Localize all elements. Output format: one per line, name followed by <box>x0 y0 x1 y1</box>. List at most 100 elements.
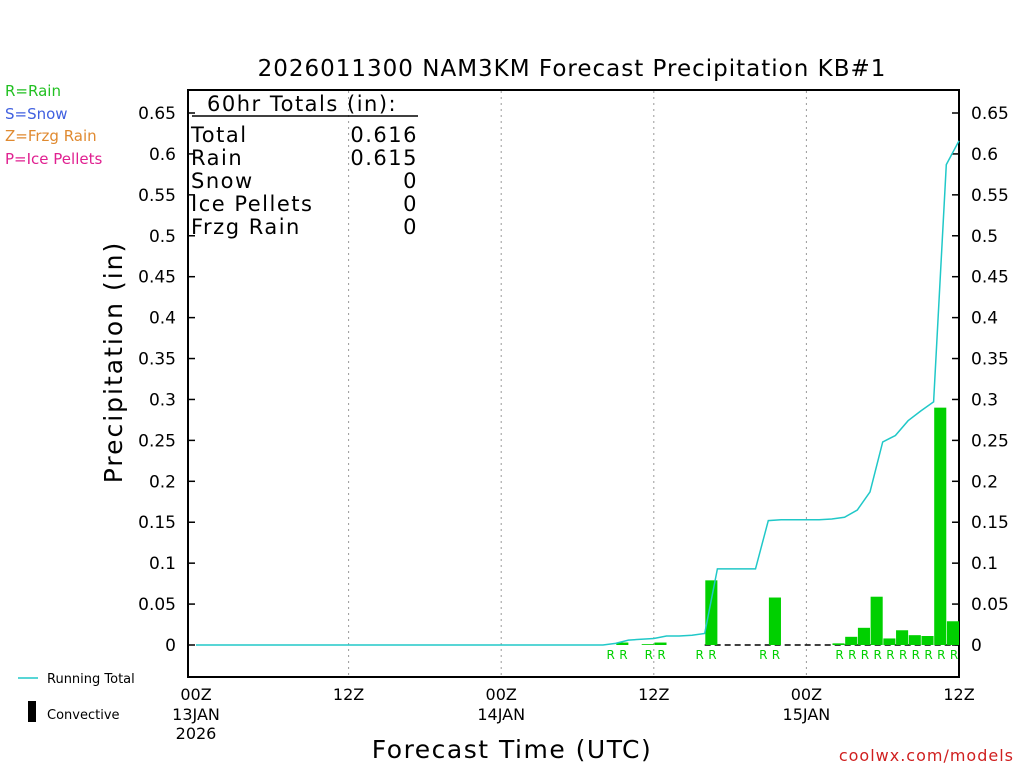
y-axis-left: 0 0.05 0.1 0.15 0.2 0.25 0.3 0.35 0.4 0.45 0.5 0.55… <box>138 104 195 656</box>
precip-type-marker-11: R <box>874 648 882 662</box>
y-tick-label-left-5: 0.25 <box>138 431 176 451</box>
y-tick-label-right-5: 0.25 <box>971 431 1009 451</box>
totals-label-frzg-rain: Frzg Rain <box>191 215 301 239</box>
precip-bar-14 <box>946 621 959 645</box>
precip-type-legend: R=Rain S=Snow Z=Frzg Rain P=Ice Pellets <box>5 82 102 168</box>
y-tick-label-right-6: 0.3 <box>971 390 998 410</box>
y-tick-label-right-13: 0.65 <box>971 104 1009 124</box>
precip-bar-9 <box>883 638 896 645</box>
watermark: coolwx.com/models <box>839 746 1014 765</box>
precip-type-marker-0: R <box>606 648 614 662</box>
y-tick-label-right-11: 0.55 <box>971 186 1009 206</box>
x-tick-label-5: 12Z <box>943 685 974 704</box>
y-tick-label-left-3: 0.15 <box>138 513 176 533</box>
x-axis-title: Forecast Time (UTC) <box>372 735 652 764</box>
totals-heading: 60hr Totals (in): <box>207 92 397 116</box>
running-total-line <box>196 140 960 646</box>
precip-bar-2 <box>654 642 667 645</box>
y-tick-label-left-12: 0.6 <box>149 145 176 165</box>
totals-value-snow: 0 <box>403 169 418 193</box>
precip-bar-11 <box>908 635 921 645</box>
y-tick-label-right-2: 0.1 <box>971 554 998 574</box>
totals-label-total: Total <box>190 123 248 147</box>
chart-title: 2026011300 NAM3KM Forecast Precipitation… <box>258 56 887 82</box>
y-axis-title: Precipitation (in) <box>99 241 128 484</box>
series-legend: Running Total Convective <box>18 672 135 723</box>
precip-type-marker-4: R <box>695 648 703 662</box>
precip-bar-3 <box>705 580 718 645</box>
x-tick-label-2: 00Z <box>486 685 517 704</box>
x-tick-label-1: 12Z <box>333 685 364 704</box>
y-tick-label-left-1: 0.05 <box>138 595 176 615</box>
totals-value-frzg-rain: 0 <box>403 215 418 239</box>
y-axis-right: 0 0.05 0.1 0.15 0.2 0.25 0.3 0.35 0.4 0.45 0.5 0.55… <box>952 104 1009 656</box>
precip-type-marker-12: R <box>886 648 894 662</box>
vertical-gridlines <box>348 91 807 676</box>
y-tick-label-right-3: 0.15 <box>971 513 1009 533</box>
precip-bar-0 <box>616 642 629 645</box>
precip-type-marker-9: R <box>848 648 856 662</box>
totals-label-ice-pellets: Ice Pellets <box>191 192 313 216</box>
precip-bar-5 <box>832 643 845 645</box>
y-tick-label-right-8: 0.4 <box>971 309 998 329</box>
legend-frzg-rain: Z=Frzg Rain <box>5 127 97 145</box>
y-tick-label-left-2: 0.1 <box>149 554 176 574</box>
y-tick-label-left-8: 0.4 <box>149 309 176 329</box>
legend-snow: S=Snow <box>5 105 68 123</box>
y-tick-label-right-7: 0.35 <box>971 350 1009 370</box>
legend-rain: R=Rain <box>5 82 61 100</box>
hourly-precip-bars <box>616 407 959 645</box>
totals-label-snow: Snow <box>191 169 254 193</box>
precip-type-marker-15: R <box>924 648 932 662</box>
precip-type-marker-6: R <box>759 648 767 662</box>
precip-bar-8 <box>870 596 883 645</box>
precip-type-marker-16: R <box>937 648 945 662</box>
y-tick-label-right-10: 0.5 <box>971 227 998 247</box>
convective-legend-swatch <box>28 701 36 722</box>
y-tick-label-left-9: 0.45 <box>138 268 176 288</box>
y-tick-label-left-0: 0 <box>165 636 176 656</box>
precip-bar-12 <box>921 635 934 645</box>
precip-type-marker-1: R <box>619 648 627 662</box>
precip-type-marker-14: R <box>912 648 920 662</box>
legend-ice-pellets: P=Ice Pellets <box>5 150 102 168</box>
precip-bar-6 <box>845 636 858 645</box>
x-tick-year-0: 2026 <box>176 724 217 743</box>
running-total-legend-label: Running Total <box>47 672 135 687</box>
precip-bar-4 <box>768 597 781 645</box>
precip-type-marker-3: R <box>657 648 665 662</box>
y-tick-label-right-1: 0.05 <box>971 595 1009 615</box>
totals-value-ice-pellets: 0 <box>403 192 418 216</box>
precip-type-marker-2: R <box>645 648 653 662</box>
precip-bar-13 <box>934 407 947 645</box>
precip-bar-1 <box>641 644 654 645</box>
y-tick-label-left-10: 0.5 <box>149 227 176 247</box>
y-tick-label-left-7: 0.35 <box>138 350 176 370</box>
totals-value-total: 0.616 <box>350 123 418 147</box>
precip-bar-10 <box>896 630 909 645</box>
x-tick-label-0: 00Z <box>180 685 211 704</box>
precip-type-marker-13: R <box>899 648 907 662</box>
x-tick-label-4: 00Z <box>791 685 822 704</box>
x-tick-date-4: 15JAN <box>783 705 831 724</box>
x-tick-date-0: 13JAN <box>172 705 220 724</box>
y-tick-label-left-11: 0.55 <box>138 186 176 206</box>
totals-value-rain: 0.615 <box>350 146 418 170</box>
precip-type-marker-5: R <box>708 648 716 662</box>
x-tick-label-3: 12Z <box>638 685 669 704</box>
y-tick-label-right-4: 0.2 <box>971 472 998 492</box>
precip-type-marker-10: R <box>861 648 869 662</box>
y-tick-label-right-12: 0.6 <box>971 145 998 165</box>
y-tick-label-right-9: 0.45 <box>971 268 1009 288</box>
y-tick-label-left-4: 0.2 <box>149 472 176 492</box>
precip-type-marker-17: R <box>950 648 958 662</box>
precip-type-marker-8: R <box>835 648 843 662</box>
y-tick-label-left-13: 0.65 <box>138 104 176 124</box>
y-tick-label-right-0: 0 <box>971 636 982 656</box>
precip-type-marker-7: R <box>772 648 780 662</box>
totals-label-rain: Rain <box>191 146 243 170</box>
totals-box: 60hr Totals (in): Total 0.616 Rain 0.615… <box>190 92 418 239</box>
convective-legend-label: Convective <box>47 708 120 723</box>
